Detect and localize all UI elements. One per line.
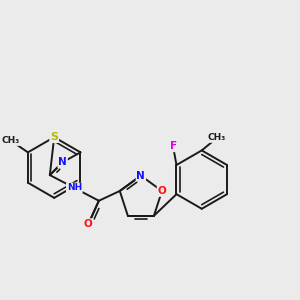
Text: CH₃: CH₃ xyxy=(1,136,20,145)
Text: N: N xyxy=(58,157,67,167)
Text: O: O xyxy=(84,219,93,229)
Text: O: O xyxy=(158,186,166,196)
Text: S: S xyxy=(50,132,58,142)
Text: NH: NH xyxy=(67,183,82,192)
Text: F: F xyxy=(170,141,177,151)
Text: CH₃: CH₃ xyxy=(207,133,226,142)
Text: N: N xyxy=(136,171,145,181)
